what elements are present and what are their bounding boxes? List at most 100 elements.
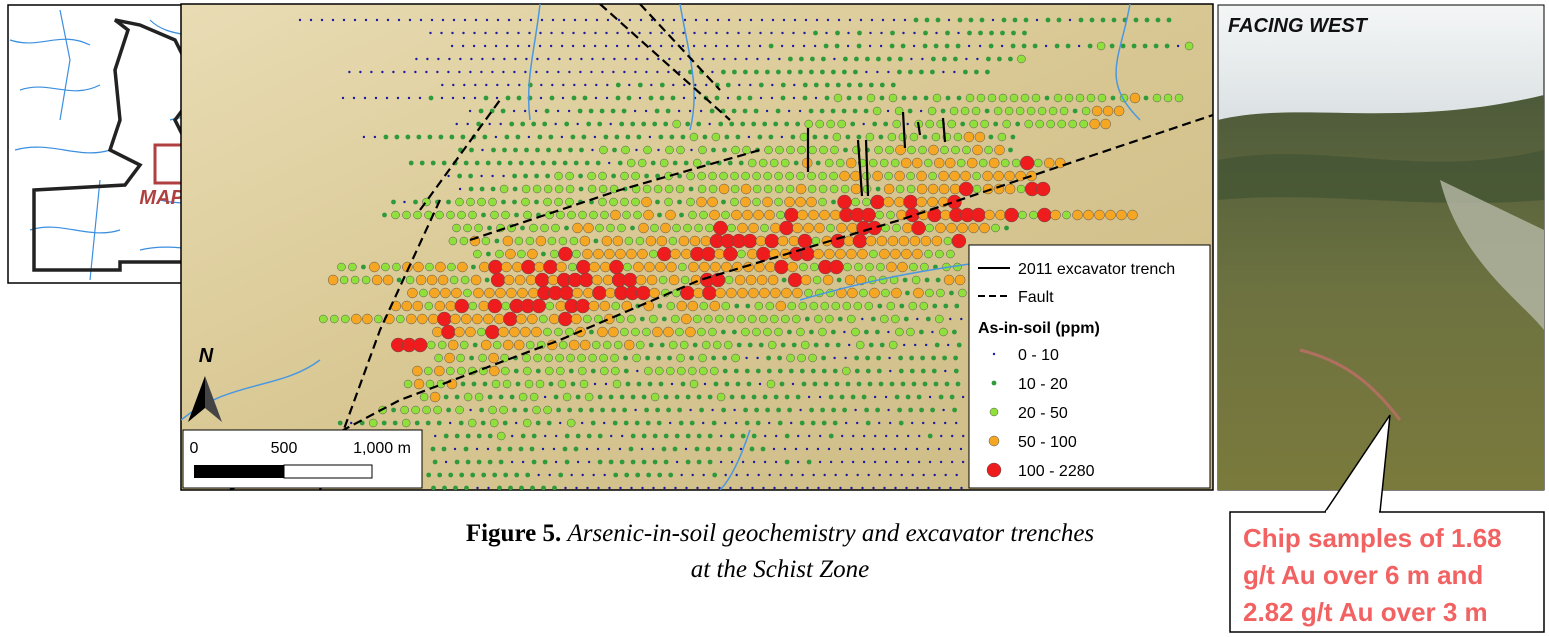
sample-dot	[451, 96, 455, 100]
sample-dot	[449, 275, 459, 285]
sample-dot	[651, 447, 655, 451]
sample-dot	[547, 274, 559, 286]
sample-dot	[479, 186, 485, 192]
sample-dot	[744, 368, 750, 374]
sample-dot	[441, 324, 456, 340]
sample-dot	[448, 57, 451, 61]
sample-dot	[680, 275, 690, 285]
sample-dot	[572, 249, 581, 259]
sample-dot	[451, 31, 454, 35]
sample-dot	[875, 407, 880, 413]
sample-dot	[903, 316, 909, 322]
sample-dot	[448, 236, 458, 246]
sample-dot	[528, 31, 531, 35]
sample-dot	[431, 485, 436, 490]
sample-dot	[791, 382, 795, 386]
sample-dot	[590, 420, 596, 426]
sample-dot	[799, 132, 809, 142]
sample-dot	[604, 313, 615, 325]
sample-dot	[599, 108, 605, 114]
sample-dot	[602, 340, 612, 350]
sample-dot	[1053, 93, 1063, 103]
sample-dot	[888, 93, 898, 103]
sample-dot	[950, 460, 954, 464]
sample-dot	[887, 408, 890, 412]
sample-dot	[949, 317, 952, 321]
sample-dot	[889, 473, 892, 477]
sample-dot	[598, 197, 607, 207]
sample-dot	[823, 473, 826, 477]
sample-dot	[738, 83, 741, 87]
sample-dot	[707, 486, 710, 490]
sample-dot	[447, 70, 450, 74]
sample-dot	[944, 421, 947, 425]
sample-dot	[487, 298, 503, 314]
sample-dot	[539, 96, 543, 100]
sample-dot	[452, 223, 461, 233]
sample-dot	[543, 405, 552, 415]
sample-dot	[729, 486, 732, 490]
sample-dot	[562, 392, 572, 402]
sample-dot	[825, 31, 828, 35]
sample-dot	[496, 18, 500, 22]
sample-dot	[831, 301, 841, 311]
sample-dot	[889, 381, 895, 387]
sample-dot	[813, 248, 824, 260]
sample-dot	[593, 44, 597, 48]
sample-dot	[827, 447, 831, 451]
sample-dot	[870, 316, 876, 322]
sample-dot	[364, 18, 368, 22]
sample-dot	[1022, 30, 1027, 36]
sample-dot	[834, 473, 837, 477]
sample-dot	[883, 121, 889, 127]
sample-dot	[403, 379, 413, 389]
sample-dot	[942, 56, 947, 62]
sample-dot	[495, 96, 499, 100]
sample-dot	[898, 355, 903, 361]
sample-dot	[341, 314, 350, 324]
sample-dot	[911, 473, 914, 477]
sample-dot	[864, 301, 874, 311]
sample-dot	[415, 57, 418, 61]
sample-dot	[787, 272, 803, 288]
sample-dot	[931, 235, 943, 247]
sample-dot	[558, 57, 561, 61]
sample-dot	[1016, 184, 1026, 194]
sample-dot	[1015, 106, 1025, 116]
sample-dot	[489, 365, 500, 377]
sample-dot	[523, 407, 528, 413]
sample-dot	[712, 472, 718, 478]
sample-dot	[565, 171, 574, 181]
sample-dot	[935, 31, 938, 35]
sample-dot	[816, 447, 820, 451]
sample-dot	[1153, 43, 1159, 49]
sample-dot	[454, 394, 460, 400]
sample-dot	[1113, 105, 1125, 117]
sample-dot	[641, 459, 647, 465]
sample-dot	[724, 421, 727, 425]
sample-dot	[784, 459, 790, 465]
sample-dot	[907, 108, 913, 114]
sample-dot	[458, 420, 464, 426]
sample-dot	[699, 261, 710, 273]
sample-dot	[531, 433, 537, 439]
sample-dot	[668, 340, 678, 350]
sample-dot	[693, 31, 696, 35]
sample-dot	[857, 82, 863, 88]
sample-dot	[475, 447, 479, 451]
sample-dot	[641, 394, 647, 400]
sample-dot	[699, 210, 708, 220]
sample-dot	[883, 196, 894, 208]
sample-dot	[935, 314, 944, 324]
sample-dot	[641, 486, 644, 490]
sample-dot	[754, 69, 759, 75]
sample-dot	[587, 460, 591, 464]
sample-dot	[571, 313, 582, 325]
sample-dot	[413, 378, 425, 390]
sample-dot	[820, 407, 825, 413]
sample-dot	[794, 447, 798, 451]
sample-dot	[1152, 93, 1162, 103]
sample-dot	[815, 119, 824, 129]
sample-dot	[633, 109, 637, 113]
sample-dot	[430, 446, 436, 452]
